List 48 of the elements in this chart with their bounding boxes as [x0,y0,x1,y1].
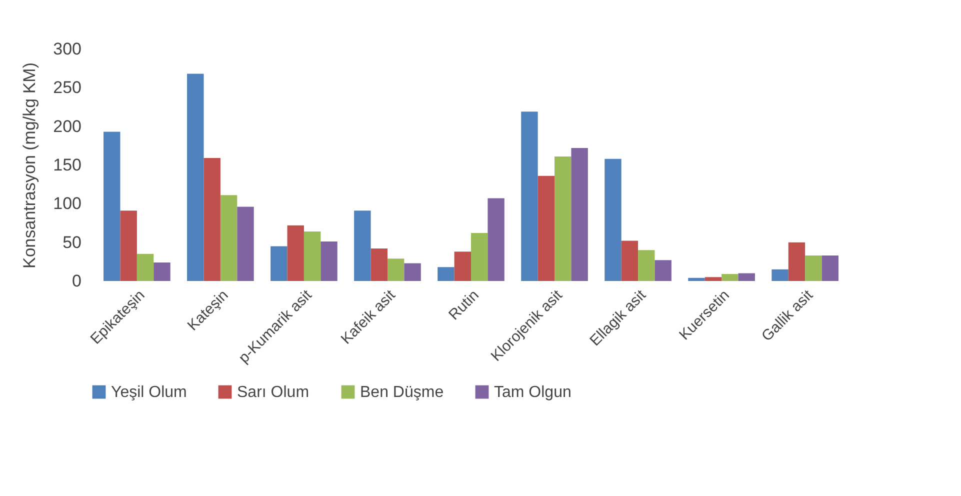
bar [704,277,722,281]
bar [136,254,154,281]
bar [438,267,454,281]
bar [538,176,555,281]
bar [471,233,488,281]
bar [154,262,170,281]
legend-label: Ben Düşme [360,384,444,401]
bar [220,195,238,281]
y-tick-label: 150 [53,156,82,174]
y-tick-label: 100 [53,194,82,214]
bar [187,74,204,281]
y-axis-title: Konsantrasyon (mg/kg KM) [20,62,40,268]
bar [822,255,838,281]
bar [320,242,338,281]
bar [571,148,588,281]
y-tick-label: 300 [53,40,82,58]
bar [554,156,572,281]
bar [488,198,504,281]
bar [722,274,738,281]
bar [738,273,755,281]
bar [404,263,421,281]
y-tick-label: 0 [72,272,82,290]
legend-label: Sarı Olum [237,384,310,401]
bar [370,248,388,281]
bar [772,269,788,281]
bar [304,232,321,281]
y-tick-label: 250 [53,78,82,98]
bar [638,250,655,281]
legend-label: Yeşil Olum [111,384,187,401]
bar [354,210,371,281]
bar [654,260,672,281]
bar [454,252,471,281]
bar [270,246,288,281]
y-tick-label: 200 [53,116,82,136]
bar [688,278,705,281]
bar [120,210,137,281]
bar [387,258,404,281]
legend-label: Tam Olgun [494,384,572,401]
bar [104,132,120,281]
bar [237,206,254,281]
bar [287,225,304,281]
y-tick-label: 50 [62,232,82,252]
bar [788,242,806,281]
bar [805,255,822,281]
bar [604,158,622,281]
bar [204,158,220,281]
bar [621,240,638,281]
bar [521,112,538,281]
